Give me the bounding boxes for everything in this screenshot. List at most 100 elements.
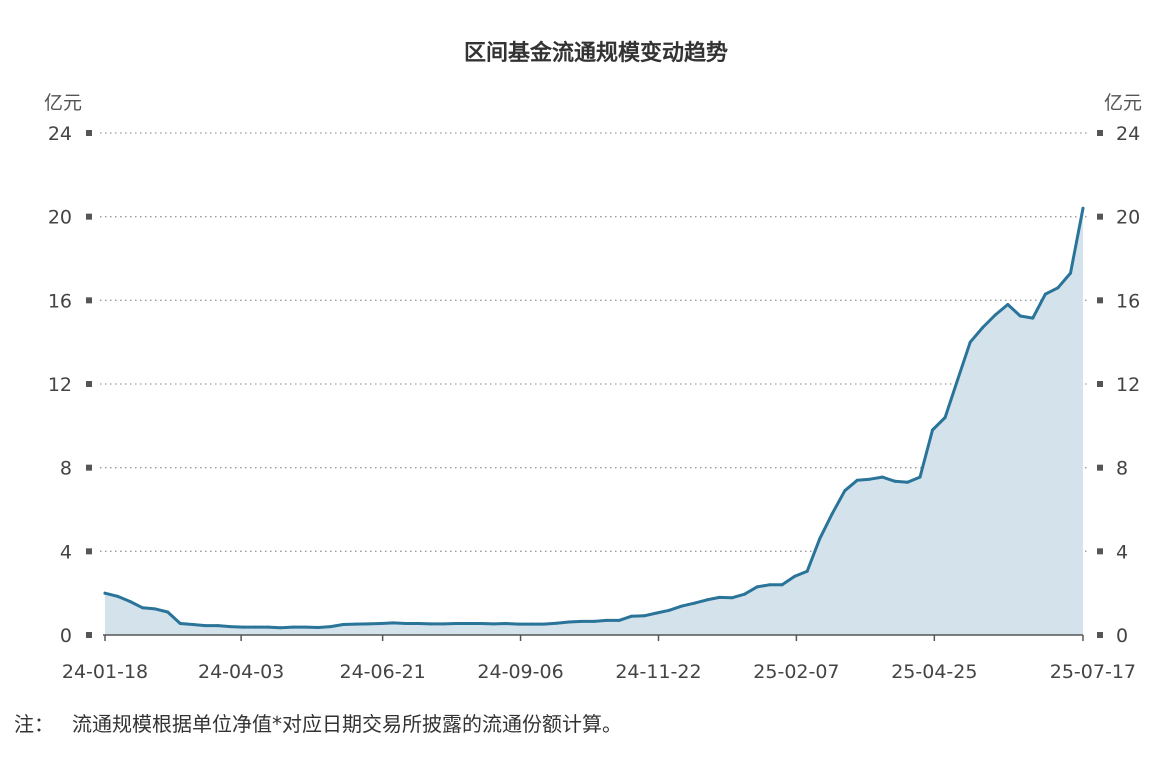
y-tick-mark-left	[86, 213, 92, 220]
y-axis-unit-left: 亿元	[44, 92, 82, 114]
data-point	[153, 607, 157, 611]
y-tick-mark-right	[1097, 213, 1103, 220]
y-tick-mark-right	[1097, 297, 1103, 304]
data-point	[216, 624, 220, 628]
chart-title: 区间基金流通规模变动趋势	[464, 40, 728, 66]
y-axis-ticks: 0 0 4 4 8 8 12 12 16 16 20 20 24 24	[48, 123, 1140, 647]
data-point	[730, 596, 734, 600]
y-tick-mark-left	[86, 464, 92, 471]
data-point	[429, 622, 433, 626]
x-tick-label: 25-04-25	[891, 661, 977, 683]
data-point	[479, 622, 483, 625]
footnote-text: 流通规模根据单位净值*对应日期交易所披露的流通份额计算。	[72, 712, 622, 736]
y-tick-mark-left	[86, 381, 92, 387]
data-point	[918, 475, 922, 479]
y-tick-mark-left	[86, 130, 92, 136]
data-point	[442, 622, 445, 626]
x-tick-label: 24-06-21	[340, 661, 426, 683]
data-point	[467, 622, 471, 625]
data-point	[692, 601, 696, 605]
data-point	[592, 619, 596, 623]
data-point	[116, 594, 119, 598]
data-point	[354, 622, 358, 626]
data-point	[580, 619, 583, 623]
y-tick-mark-right	[1097, 548, 1103, 555]
data-point	[366, 622, 370, 626]
data-point	[993, 313, 997, 317]
y-tick-label-left: 20	[48, 207, 72, 229]
data-point	[1006, 303, 1010, 306]
data-point	[492, 622, 496, 626]
x-tick-label: 24-01-18	[62, 661, 148, 683]
y-tick-mark-right	[1097, 632, 1103, 638]
data-point	[504, 622, 508, 625]
data-point	[880, 475, 884, 479]
data-point	[379, 622, 383, 625]
data-point	[291, 625, 295, 629]
data-point	[529, 622, 533, 626]
data-point	[981, 326, 985, 329]
data-point	[454, 622, 458, 625]
x-tick-label: 24-11-22	[615, 661, 701, 683]
x-tick-label: 25-07-17	[1050, 661, 1136, 683]
data-point	[178, 622, 182, 625]
y-tick-mark-left	[86, 297, 92, 304]
data-point	[893, 479, 897, 483]
data-point	[943, 416, 947, 419]
data-point	[103, 591, 107, 595]
data-point	[855, 478, 859, 482]
data-point	[554, 621, 558, 625]
y-tick-label-right: 24	[1116, 123, 1140, 145]
x-tick-label: 25-02-07	[753, 661, 839, 683]
data-point	[830, 512, 834, 516]
data-point	[254, 625, 257, 629]
data-point	[1043, 292, 1047, 296]
data-point	[1069, 271, 1072, 275]
x-axis-ticks: 24-01-18 24-04-03 24-06-21 24-09-06 24-11-22…	[62, 635, 1136, 683]
y-tick-label-left: 8	[60, 458, 72, 480]
data-point	[329, 625, 333, 629]
data-point	[605, 618, 608, 622]
data-point	[391, 621, 395, 625]
data-point	[617, 618, 621, 622]
y-tick-mark-right	[1097, 464, 1103, 471]
data-point	[680, 604, 684, 608]
data-point	[304, 625, 308, 629]
y-tick-label-left: 24	[48, 123, 72, 145]
x-tick-label: 24-09-06	[477, 661, 563, 683]
data-point	[316, 626, 320, 629]
y-tick-mark-right	[1097, 381, 1103, 387]
data-point	[630, 614, 634, 618]
data-point	[241, 625, 245, 629]
data-point	[768, 583, 771, 587]
data-point	[931, 428, 934, 432]
data-point	[968, 340, 972, 344]
data-point	[906, 480, 909, 484]
y-tick-mark-left	[86, 632, 92, 638]
y-tick-label-left: 4	[60, 541, 72, 563]
y-tick-mark-left	[86, 548, 92, 555]
y-tick-label-left: 12	[48, 374, 72, 396]
data-point	[141, 606, 145, 610]
data-point	[705, 598, 709, 602]
data-point	[203, 624, 207, 628]
chart: 区间基金流通规模变动趋势 亿元 亿元 0 0 4 4 8 8 12 12 16 16 20 20 24 2…	[44, 40, 1142, 683]
data-point	[228, 625, 232, 629]
data-point	[1056, 286, 1060, 290]
data-point	[868, 477, 872, 481]
data-point	[341, 623, 345, 626]
data-point	[166, 610, 170, 614]
data-point	[517, 622, 521, 626]
data-point	[717, 595, 721, 599]
y-tick-label-left: 0	[60, 625, 72, 647]
y-tick-label-right: 4	[1116, 541, 1128, 563]
data-point	[279, 626, 282, 630]
y-tick-label-right: 12	[1116, 374, 1140, 396]
data-point	[191, 623, 195, 626]
data-point	[417, 622, 420, 625]
data-point	[793, 574, 797, 578]
y-axis-unit-right: 亿元	[1104, 92, 1142, 114]
data-point	[755, 585, 759, 589]
data-point	[1018, 314, 1022, 318]
data-point	[956, 378, 960, 382]
